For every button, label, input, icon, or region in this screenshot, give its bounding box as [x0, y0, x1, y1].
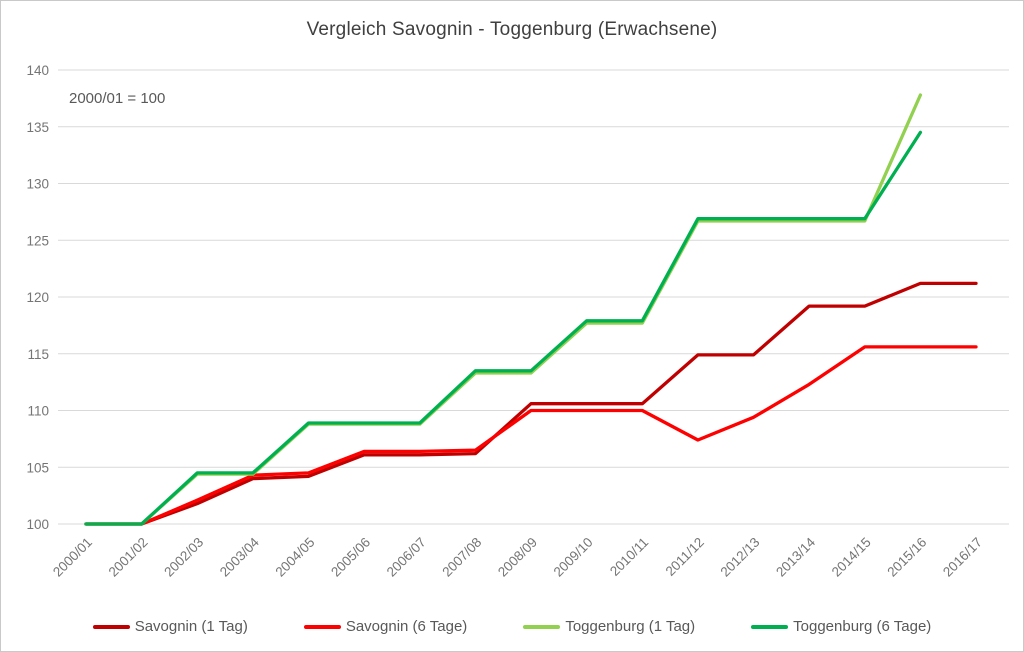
x-axis-tick-label: 2001/02 — [106, 535, 151, 580]
x-axis-tick-label: 2013/14 — [773, 534, 818, 579]
y-axis-tick-label: 125 — [26, 233, 49, 248]
x-axis-tick-label: 2006/07 — [384, 535, 429, 580]
x-axis-tick-label: 2002/03 — [161, 535, 206, 580]
legend-label-savognin-1-tag: Savognin (1 Tag) — [134, 618, 248, 635]
y-axis-tick-label: 130 — [26, 177, 49, 192]
legend-item-toggenburg-1-tag: Toggenburg (1 Tag) — [523, 618, 695, 635]
x-axis-labels: 2000/01 2001/02 2002/03 2003/04 2004/05 2005/… — [50, 534, 985, 579]
y-axis-tick-label: 110 — [27, 404, 49, 419]
x-axis-tick-label: 2010/11 — [607, 535, 651, 579]
x-axis-tick-label: 2011/12 — [663, 535, 707, 579]
legend-item-toggenburg-6-tage: Toggenburg (6 Tage) — [751, 618, 931, 635]
chart-title: Vergleich Savognin - Toggenburg (Erwachs… — [306, 19, 718, 40]
x-axis-tick-label: 2000/01 — [50, 535, 95, 580]
y-axis-tick-label: 115 — [27, 347, 49, 362]
gridlines — [58, 69, 1009, 525]
y-axis-tick-label: 105 — [26, 460, 49, 475]
y-axis-tick-label: 140 — [26, 63, 49, 78]
x-axis-tick-label: 2008/09 — [495, 535, 540, 580]
x-axis-tick-label: 2004/05 — [272, 535, 317, 580]
x-axis-tick-label: 2005/06 — [328, 535, 373, 580]
legend: Savognin (1 Tag) Savognin (6 Tage) Toggenb… — [1, 618, 1023, 635]
y-axis-tick-label: 135 — [26, 120, 49, 135]
legend-swatch-toggenburg-6-tage — [751, 624, 789, 629]
series-line-toggenburg-6-tage — [84, 130, 923, 526]
series-line-toggenburg-1-tag — [84, 93, 923, 526]
baseline-annotation: 2000/01 = 100 — [69, 90, 166, 107]
legend-item-savognin-6-tage: Savognin (6 Tage) — [303, 618, 468, 635]
legend-item-savognin-1-tag: Savognin (1 Tag) — [92, 618, 248, 635]
legend-label-toggenburg-6-tage: Toggenburg (6 Tage) — [793, 618, 932, 635]
x-axis-tick-label: 2015/16 — [884, 535, 929, 580]
y-axis-tick-label: 120 — [26, 290, 49, 305]
x-axis-tick-label: 2003/04 — [217, 534, 262, 579]
legend-swatch-savognin-6-tage — [303, 624, 341, 629]
legend-label-toggenburg-1-tag: Toggenburg (1 Tag) — [565, 618, 696, 635]
legend-swatch-toggenburg-1-tag — [523, 624, 561, 629]
x-axis-tick-label: 2012/13 — [717, 535, 762, 580]
series-line-savognin-1-tag — [84, 281, 978, 526]
y-axis-tick-label: 100 — [26, 517, 49, 532]
y-axis-labels: 100 105 110 115 120 125 130 135 140 — [26, 63, 49, 532]
legend-swatch-savognin-1-tag — [92, 624, 130, 629]
x-axis-tick-label: 2014/15 — [829, 535, 874, 580]
x-axis-tick-label: 2007/08 — [439, 535, 484, 580]
legend-label-savognin-6-tage: Savognin (6 Tage) — [345, 618, 468, 635]
x-axis-tick-label: 2016/17 — [940, 535, 985, 580]
x-axis-tick-label: 2009/10 — [551, 535, 596, 580]
series-line-savognin-6-tage — [84, 345, 978, 526]
